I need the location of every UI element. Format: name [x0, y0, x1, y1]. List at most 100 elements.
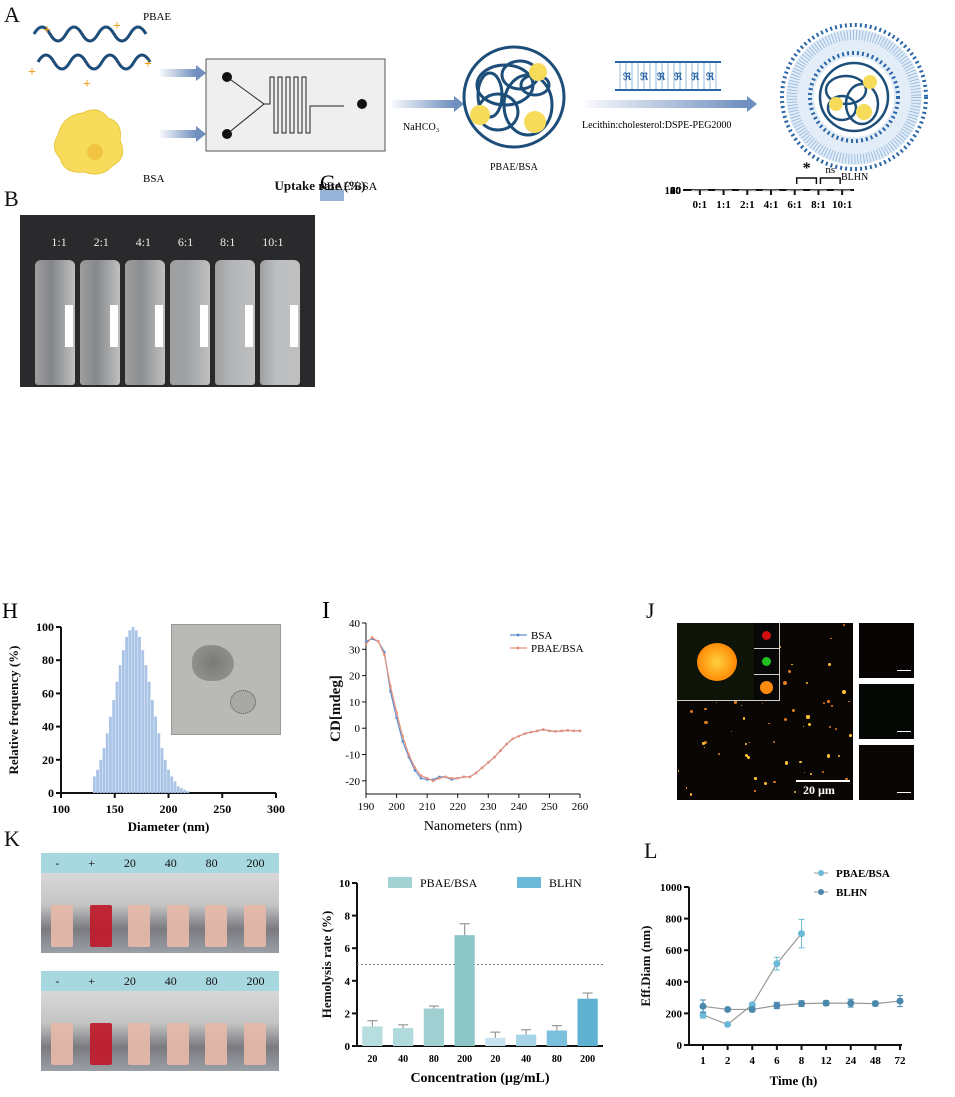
particle [704, 721, 708, 725]
tem-inset-image [171, 624, 281, 735]
histogram-bar [96, 769, 99, 793]
vial-label: 2:1 [93, 235, 109, 249]
tube-label: 80 [205, 855, 218, 870]
data-point [724, 1005, 732, 1013]
significance-bracket [795, 177, 818, 184]
svg-text:ℜ: ℜ [706, 72, 715, 83]
particle [703, 746, 705, 748]
y-tick-label: -20 [345, 776, 360, 788]
tube [51, 1023, 73, 1065]
particle [718, 753, 720, 755]
particle [685, 787, 688, 789]
tube [243, 1023, 266, 1065]
x-tick-label: 8 [799, 1055, 805, 1067]
x-tick-label: 20 [367, 1054, 377, 1065]
legend-label: PBAE/BSA [836, 868, 890, 880]
inset-merged [677, 623, 755, 701]
particle [805, 682, 808, 685]
series-point [383, 653, 386, 656]
vial [215, 260, 255, 385]
pbae-bsa-nanoparticle-icon [462, 45, 566, 149]
chart-size-distribution: H 0 20 40 60 80 100 100 150 200 250 300 Diameter (nm… [2, 598, 285, 834]
y-tick-label: 0 [355, 723, 361, 735]
histogram-bar [141, 650, 145, 793]
histogram-bar [160, 748, 164, 793]
x-axis-label: Time (h) [770, 1073, 818, 1088]
x-tick-label: 100 [52, 802, 70, 816]
panel-k-tube-photo-pbae: - + 20 40 80 200 [41, 853, 279, 953]
vial-label: 8:1 [220, 235, 236, 249]
data-point [822, 999, 830, 1007]
series-point [450, 776, 453, 780]
svg-text:ℜ: ℜ [640, 72, 649, 83]
series-point [493, 755, 496, 759]
particle [761, 703, 763, 705]
series-line-bsa [365, 638, 580, 781]
particle [848, 700, 850, 703]
series-point [572, 729, 576, 733]
bar [515, 1034, 537, 1046]
tube [166, 905, 189, 947]
y-tick-label: 20 [349, 671, 361, 683]
series-point [505, 742, 508, 746]
y-tick-label: 600 [666, 945, 683, 957]
svg-text:ℜ: ℜ [623, 72, 632, 83]
panel-letter-k: K [4, 826, 20, 851]
tube [89, 1023, 112, 1065]
data-point [896, 997, 904, 1005]
inset-orange-channel [754, 675, 780, 701]
scale-bar [796, 780, 850, 782]
series-point [578, 729, 582, 733]
series-point [425, 776, 429, 780]
x-tick-label: 40 [398, 1054, 408, 1065]
panel-letter-a: A [4, 2, 20, 27]
svg-text:ℜ: ℜ [674, 72, 683, 83]
particle [830, 705, 833, 708]
y-tick-label: 60 [670, 185, 682, 197]
series-point [376, 640, 380, 643]
significance-label: ns [825, 164, 835, 176]
tubes-row [41, 873, 279, 953]
vial-tape [200, 305, 208, 347]
panel-letter-l: L [644, 838, 658, 863]
legend-swatch [320, 190, 344, 201]
product-label: BLHN [841, 172, 868, 183]
bar [577, 998, 598, 1046]
histogram-bar [102, 748, 106, 793]
histogram-bar [128, 630, 132, 793]
series-point [419, 774, 423, 777]
y-tick-label: 40 [670, 185, 682, 197]
tube-label: 40 [164, 855, 177, 870]
x-tick-label: 200 [457, 1054, 472, 1065]
tube [205, 905, 227, 947]
x-tick-label: 0:1 [693, 199, 708, 211]
step1-arrow-icon [392, 96, 464, 112]
x-tick-label: 250 [541, 801, 558, 813]
tube [89, 905, 112, 947]
y-tick-label: 100 [665, 185, 682, 197]
series-point [535, 729, 539, 733]
panel-j-red-channel [859, 623, 914, 678]
x-tick-label: 220 [449, 801, 466, 813]
series-point [560, 729, 563, 733]
particle [792, 708, 795, 712]
tube-label: 200 [246, 973, 265, 988]
series-point [566, 729, 570, 732]
particle [677, 770, 680, 772]
inset-red-channel [754, 623, 780, 649]
y-tick-label: 2 [345, 1008, 351, 1020]
series-point [462, 775, 466, 779]
x-tick-label: 300 [267, 802, 285, 816]
particle [745, 743, 748, 745]
tube [166, 1023, 189, 1065]
particle [810, 773, 813, 775]
y-tick-label: 30 [349, 644, 361, 656]
y-tick-label: -10 [345, 750, 360, 762]
series-point [486, 761, 490, 764]
particle [834, 727, 837, 730]
vial-label: 6:1 [177, 235, 194, 249]
tube-header: - + 20 40 80 200 [41, 853, 279, 873]
bar [454, 935, 475, 1046]
